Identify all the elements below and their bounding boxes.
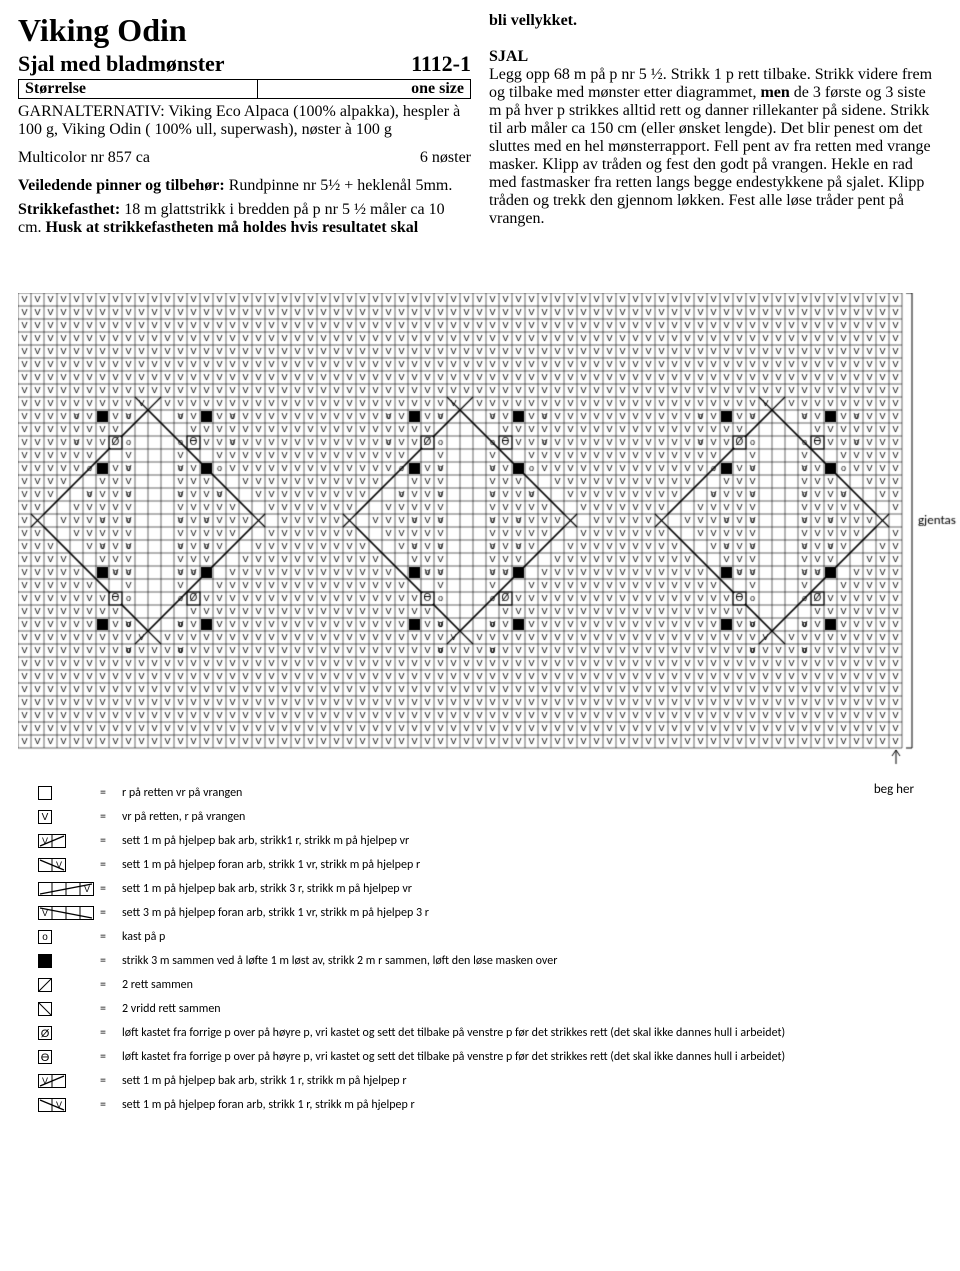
- legend-row: V = sett 1 m på hjelpep foran arb, strikk …: [38, 858, 942, 872]
- legend-row: V = sett 3 m på hjelpep foran arb, strikk …: [38, 906, 942, 920]
- legend-eq: =: [100, 786, 106, 800]
- legend-text: sett 1 m på hjelpep foran arb, strikk 1 …: [122, 1098, 942, 1112]
- legend-symbol: ϴ: [38, 1050, 84, 1064]
- legend-eq: =: [100, 1026, 106, 1040]
- legend-symbol: V: [38, 834, 84, 848]
- legend-row: ϴ = løft kastet fra forrige p over på høyr…: [38, 1050, 942, 1064]
- multicolor-label: Multicolor nr 857 ca: [18, 149, 150, 167]
- legend-symbol: [38, 1002, 84, 1016]
- legend-row: o = kast på p: [38, 930, 942, 944]
- legend-eq: =: [100, 978, 106, 992]
- legend-row: V = sett 1 m på hjelpep foran arb, strikk …: [38, 1098, 942, 1112]
- legend-row: = 2 rett sammen: [38, 978, 942, 992]
- legend-row: V = sett 1 m på hjelpep bak arb, strikk 1 …: [38, 1074, 942, 1088]
- legend-symbol: [38, 954, 84, 968]
- continuation: bli vellykket.: [489, 12, 942, 30]
- legend: = r på retten vr på vrangen V = vr på retten…: [38, 786, 942, 1112]
- legend-symbol: V: [38, 1098, 84, 1112]
- svg-text:ϴ: ϴ: [41, 1052, 50, 1064]
- beg-her-label: beg her: [874, 782, 914, 797]
- size-value: one size: [258, 80, 471, 99]
- main-title: Viking Odin: [18, 12, 471, 49]
- svg-text:Ø: Ø: [41, 1028, 50, 1040]
- subtitle: Sjal med bladmønster: [18, 51, 225, 77]
- legend-row: = 2 vridd rett sammen: [38, 1002, 942, 1016]
- legend-symbol: V: [38, 1074, 84, 1088]
- legend-text: sett 1 m på hjelpep bak arb, strikk 3 r,…: [122, 882, 942, 896]
- legend-row: = r på retten vr på vrangen: [38, 786, 942, 800]
- legend-text: løft kastet fra forrige p over på høyre …: [122, 1050, 942, 1064]
- legend-eq: =: [100, 1050, 106, 1064]
- svg-text:V: V: [42, 812, 49, 823]
- svg-text:o: o: [42, 932, 48, 943]
- pattern-number: 1112-1: [411, 51, 471, 77]
- sjal-heading: SJAL: [489, 48, 942, 66]
- legend-symbol: V: [38, 858, 84, 872]
- legend-symbol: V: [38, 906, 84, 920]
- needles-info: Veiledende pinner og tilbehør: Rundpinne…: [18, 177, 471, 195]
- legend-eq: =: [100, 858, 106, 872]
- legend-text: strikk 3 m sammen ved å løfte 1 m løst a…: [122, 954, 942, 968]
- legend-row: Ø = løft kastet fra forrige p over på høyr…: [38, 1026, 942, 1040]
- legend-row: V = sett 1 m på hjelpep bak arb, strikk 3 …: [38, 882, 942, 896]
- legend-eq: =: [100, 1002, 106, 1016]
- legend-eq: =: [100, 930, 106, 944]
- legend-text: r på retten vr på vrangen: [122, 786, 942, 800]
- legend-eq: =: [100, 906, 106, 920]
- legend-text: kast på p: [122, 930, 942, 944]
- legend-row: = strikk 3 m sammen ved å løfte 1 m løst …: [38, 954, 942, 968]
- gauge-info: Strikkefasthet: 18 m glattstrikk i bredd…: [18, 201, 471, 237]
- legend-row: V = sett 1 m på hjelpep bak arb, strikk1 r…: [38, 834, 942, 848]
- legend-symbol: [38, 786, 84, 800]
- size-table: Størrelse one size: [18, 79, 471, 99]
- knitting-chart: [18, 293, 960, 768]
- legend-eq: =: [100, 1098, 106, 1112]
- sjal-body: Legg opp 68 m på p nr 5 ½. Strikk 1 p re…: [489, 66, 942, 228]
- legend-eq: =: [100, 1074, 106, 1088]
- legend-text: sett 3 m på hjelpep foran arb, strikk 1 …: [122, 906, 942, 920]
- legend-symbol: V: [38, 810, 84, 824]
- legend-symbol: [38, 978, 84, 992]
- legend-text: løft kastet fra forrige p over på høyre …: [122, 1026, 942, 1040]
- legend-symbol: Ø: [38, 1026, 84, 1040]
- legend-eq: =: [100, 882, 106, 896]
- legend-eq: =: [100, 810, 106, 824]
- legend-eq: =: [100, 834, 106, 848]
- legend-text: 2 rett sammen: [122, 978, 942, 992]
- legend-text: vr på retten, r på vrangen: [122, 810, 942, 824]
- legend-text: sett 1 m på hjelpep foran arb, strikk 1 …: [122, 858, 942, 872]
- legend-row: V = vr på retten, r på vrangen: [38, 810, 942, 824]
- legend-eq: =: [100, 954, 106, 968]
- legend-text: 2 vridd rett sammen: [122, 1002, 942, 1016]
- legend-symbol: V: [38, 882, 84, 896]
- legend-text: sett 1 m på hjelpep bak arb, strikk 1 r,…: [122, 1074, 942, 1088]
- legend-symbol: o: [38, 930, 84, 944]
- yarn-info: GARNALTERNATIV: Viking Eco Alpaca (100% …: [18, 103, 471, 139]
- legend-text: sett 1 m på hjelpep bak arb, strikk1 r, …: [122, 834, 942, 848]
- size-label: Størrelse: [19, 80, 258, 99]
- multicolor-qty: 6 nøster: [420, 149, 471, 167]
